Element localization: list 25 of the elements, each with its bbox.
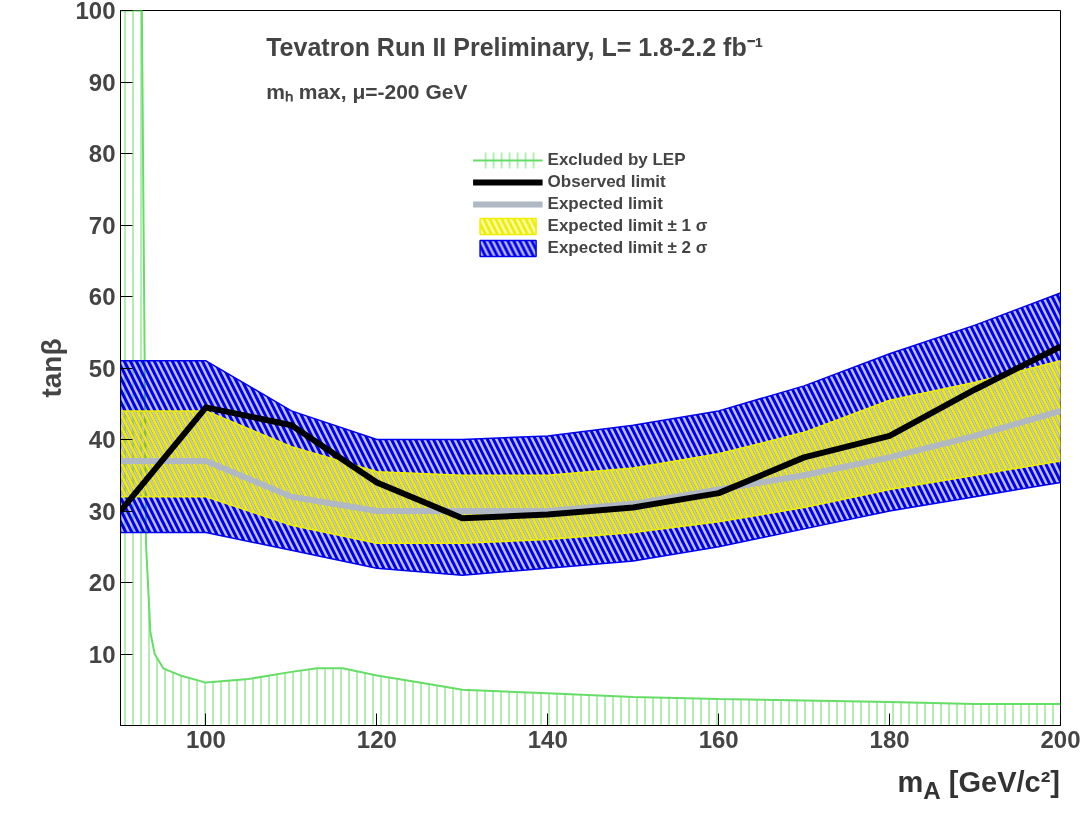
text: Tevatron Run II Preliminary, L= 1.8-2.2 fb⁻¹ [266,32,763,61]
x-tick-label: 140 [527,725,568,753]
y-tick-label: 10 [88,640,116,668]
legend-label: Excluded by LEP [547,150,686,170]
x-tick-label: 100 [185,725,226,753]
y-tick-label: 50 [88,354,116,382]
text: mₕ max, μ=-200 GeV [266,80,468,104]
y-tick-label: 100 [75,0,116,24]
x-tick-label: 180 [869,725,910,753]
x-tick-label: 120 [356,725,397,753]
x-tick-label: 160 [698,725,739,753]
y-tick-label: 40 [88,426,116,453]
y-axis-title: tanβ [36,338,68,398]
legend-label: Expected limit ± 2 σ [547,238,708,258]
y-tick-label: 70 [88,211,116,239]
legend-label: Expected limit ± 1 σ [547,216,708,236]
y-tick-label: 20 [88,569,116,596]
x-tick-label: 200 [1040,725,1081,753]
y-tick-label: 80 [88,140,116,167]
legend-label: Expected limit [547,194,663,214]
y-tick-label: 90 [88,68,116,96]
x-axis-title: m$_{A}$ [GeV/c²] [897,765,1060,806]
legend-label: Observed limit [547,172,666,192]
y-tick-label: 30 [88,497,116,525]
y-tick-label: 60 [88,283,116,310]
